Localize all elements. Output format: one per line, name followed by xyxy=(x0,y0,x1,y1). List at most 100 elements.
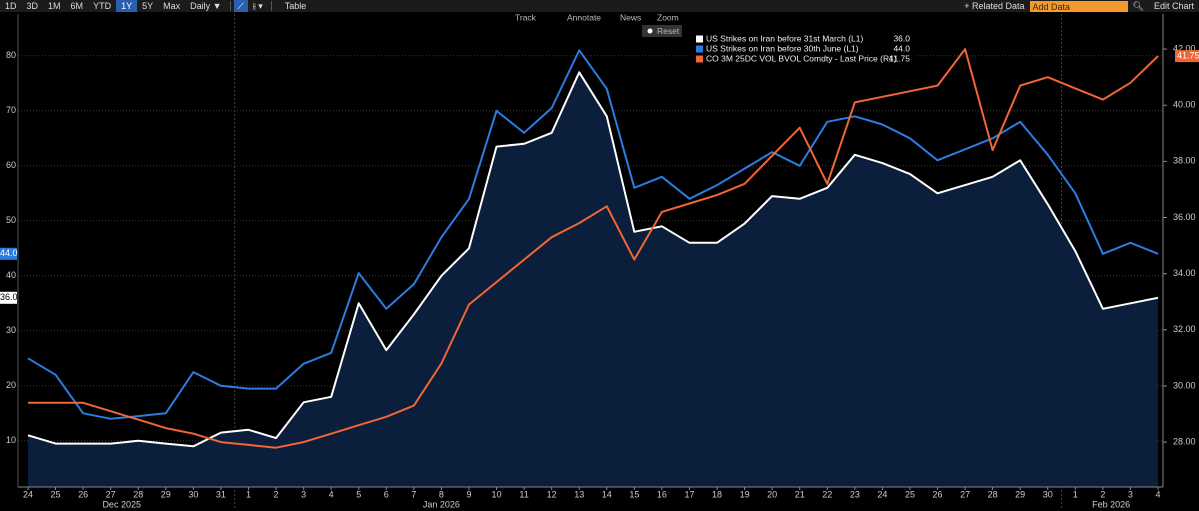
x-tick-label: 30 xyxy=(188,489,198,499)
range-button[interactable]: 5Y xyxy=(142,1,154,11)
legend-value: 36.0 xyxy=(893,33,910,43)
x-tick-label: 1 xyxy=(246,489,251,499)
legend-value: 41.75 xyxy=(889,53,911,63)
tool-button[interactable]: Zoom xyxy=(657,12,679,22)
x-tick-label: 21 xyxy=(795,489,805,499)
x-tick-label: 27 xyxy=(106,489,116,499)
y-tick-label: 50 xyxy=(6,215,16,225)
y2-tick-label: 36.00 xyxy=(1173,212,1196,222)
range-button[interactable]: YTD xyxy=(93,1,112,11)
x-tick-label: 4 xyxy=(1155,489,1160,499)
x-tick-label: 29 xyxy=(161,489,171,499)
chart-tools: Track Annotate News Zoom Reset xyxy=(515,12,682,37)
x-tick-label: 17 xyxy=(684,489,694,499)
y2-tick-label: 32.00 xyxy=(1173,324,1196,334)
frequency-select[interactable]: Daily ▼ xyxy=(190,1,222,11)
y2-tick-label: 34.00 xyxy=(1173,268,1196,278)
x-tick-label: 18 xyxy=(712,489,722,499)
month-label: Dec 2025 xyxy=(102,499,141,509)
legend-label: US Strikes on Iran before 31st March (L1… xyxy=(706,33,863,43)
chart: Track Annotate News Zoom Reset 10 20 30 40 5… xyxy=(0,12,1199,509)
separator xyxy=(229,1,231,11)
month-label: Jan 2026 xyxy=(423,499,460,509)
tool-button[interactable]: News xyxy=(620,12,641,22)
indicator-button[interactable]: ⫲ ▾ xyxy=(252,1,263,11)
line xyxy=(28,48,1159,449)
y-tick-label: 60 xyxy=(6,160,16,170)
last-value-badge xyxy=(1175,50,1199,63)
range-button[interactable]: 6M xyxy=(70,1,84,11)
x-tick-label: 6 xyxy=(384,489,389,499)
y-tick-label: 40 xyxy=(6,270,16,280)
legend-label: US Strikes on Iran before 30th June (L1) xyxy=(706,43,859,53)
y2-tick-label: 38.00 xyxy=(1173,156,1196,166)
x-tick-label: 20 xyxy=(767,489,777,499)
x-tick-label: 11 xyxy=(519,489,528,499)
range-button[interactable]: 1D xyxy=(5,1,17,11)
legend-label: CO 3M 25DC VOL BVOL Comdty - Last Price … xyxy=(706,53,897,63)
chart-type-button[interactable]: ⟋ xyxy=(233,0,248,12)
range-button[interactable]: 1Y xyxy=(116,0,138,12)
line xyxy=(27,49,1159,420)
x-tick-label: 9 xyxy=(466,489,471,499)
x-tick-label: 26 xyxy=(933,489,943,499)
legend-value: 44.0 xyxy=(893,43,910,53)
y-tick-label: 70 xyxy=(6,105,16,115)
toolbar-right: + Related Data Add Data 🔍︎ Edit Chart xyxy=(959,0,1199,12)
x-tick-label: 28 xyxy=(133,489,143,499)
range-button[interactable]: 1M xyxy=(48,1,61,11)
y-tick-label: 10 xyxy=(6,435,16,445)
x-tick-label: 3 xyxy=(1128,489,1133,499)
y-tick-label: 30 xyxy=(6,325,16,335)
last-value-label: 44.0 xyxy=(0,248,18,258)
add-data-input[interactable]: Add Data xyxy=(1029,0,1128,12)
toolbar: 1D 3D 1M 6M YTD 1Y 5Y Max Daily ▼ ⟋ ⫲ ▾ … xyxy=(0,0,1199,12)
x-tick-label: 27 xyxy=(960,489,970,499)
last-value-label: 41.75 xyxy=(1177,50,1199,60)
x-tick-label: 31 xyxy=(216,489,226,499)
x-tick-label: 25 xyxy=(51,489,61,499)
x-tick-label: 3 xyxy=(301,489,306,499)
legend-swatch xyxy=(696,35,703,43)
related-data[interactable]: + Related Data xyxy=(964,1,1025,11)
x-tick-label: 24 xyxy=(23,489,33,499)
edit-chart[interactable]: Edit Chart xyxy=(1153,1,1194,11)
last-value-label: 36.0 xyxy=(0,292,18,302)
range-button[interactable]: 3D xyxy=(26,1,39,11)
x-tick-label: 2 xyxy=(1100,489,1105,499)
legend-bg xyxy=(693,33,918,66)
y2-tick-label: 28.00 xyxy=(1173,436,1196,446)
x-tick-label: 19 xyxy=(740,489,750,499)
x-tick-label: 24 xyxy=(877,489,887,499)
range-button[interactable]: Max xyxy=(163,1,181,11)
line xyxy=(27,71,1159,448)
y2-tick-label: 40.00 xyxy=(1173,100,1196,110)
legend-swatch xyxy=(696,55,703,63)
x-tick-label: 13 xyxy=(574,489,584,499)
x-tick-label: 4 xyxy=(329,489,334,499)
reset-button[interactable]: Reset xyxy=(657,26,680,36)
search-icon[interactable]: 🔍︎ xyxy=(1132,1,1144,11)
table-button[interactable]: Table xyxy=(284,1,307,11)
x-tick-label: 23 xyxy=(850,489,860,499)
last-value-badge xyxy=(0,291,17,304)
x-tick-label: 25 xyxy=(905,489,915,499)
legend-swatch xyxy=(696,45,703,53)
tool-button[interactable]: Track xyxy=(515,12,537,22)
tool-button[interactable]: Annotate xyxy=(567,12,601,22)
y2-tick-label: 42.00 xyxy=(1173,43,1196,53)
x-tick-label: 30 xyxy=(1043,489,1053,499)
y2-tick-label: 30.00 xyxy=(1173,380,1196,390)
reset-button-bg[interactable] xyxy=(642,25,682,37)
x-tick-label: 7 xyxy=(411,489,416,499)
y-tick-label: 80 xyxy=(6,50,16,60)
reset-icon xyxy=(647,28,653,34)
x-tick-label: 29 xyxy=(1015,489,1025,499)
legend: US Strikes on Iran before 31st March (L1… xyxy=(693,33,918,66)
x-tick-label: 15 xyxy=(629,489,639,499)
separator xyxy=(270,1,272,11)
last-value-badge xyxy=(0,247,17,260)
x-tick-label: 14 xyxy=(602,489,612,499)
area xyxy=(28,72,1158,488)
x-tick-label: 22 xyxy=(822,489,832,499)
